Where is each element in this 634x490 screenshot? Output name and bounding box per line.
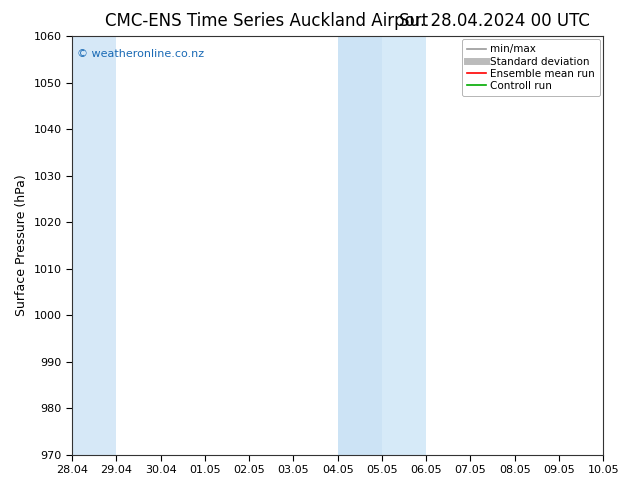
Bar <box>338 36 382 455</box>
Text: © weatheronline.co.nz: © weatheronline.co.nz <box>77 49 205 59</box>
Bar <box>382 36 426 455</box>
Text: Su. 28.04.2024 00 UTC: Su. 28.04.2024 00 UTC <box>399 12 590 30</box>
Bar <box>72 36 117 455</box>
Legend: min/max, Standard deviation, Ensemble mean run, Controll run: min/max, Standard deviation, Ensemble me… <box>462 39 600 96</box>
Text: CMC-ENS Time Series Auckland Airport: CMC-ENS Time Series Auckland Airport <box>105 12 428 30</box>
Y-axis label: Surface Pressure (hPa): Surface Pressure (hPa) <box>15 174 28 316</box>
